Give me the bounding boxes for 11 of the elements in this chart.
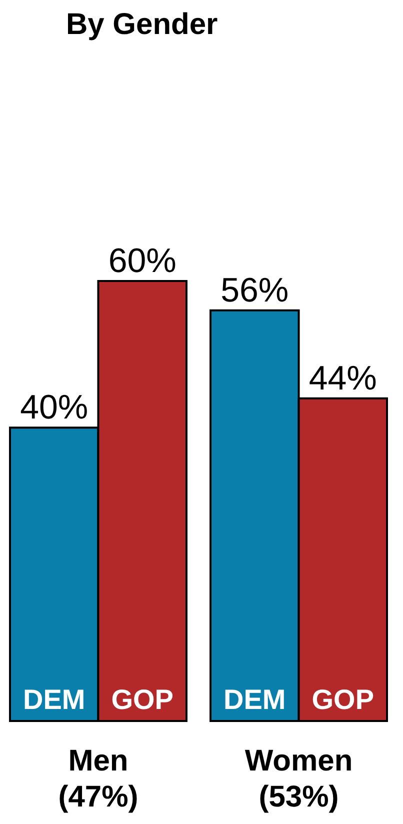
chart-title: By Gender xyxy=(66,8,218,41)
data-label: 44% xyxy=(308,359,377,398)
data-label: 60% xyxy=(108,242,176,280)
text: GOP xyxy=(312,684,374,715)
x-tick-label: Women (53%) xyxy=(244,744,353,814)
x-tick-label: Men (47%) xyxy=(58,744,138,814)
data-label: 56% xyxy=(220,271,289,310)
text: DEM xyxy=(224,684,286,715)
series-label: DEM xyxy=(23,684,86,715)
series-label: GOP xyxy=(111,684,174,715)
data-label: 40% xyxy=(20,388,88,427)
